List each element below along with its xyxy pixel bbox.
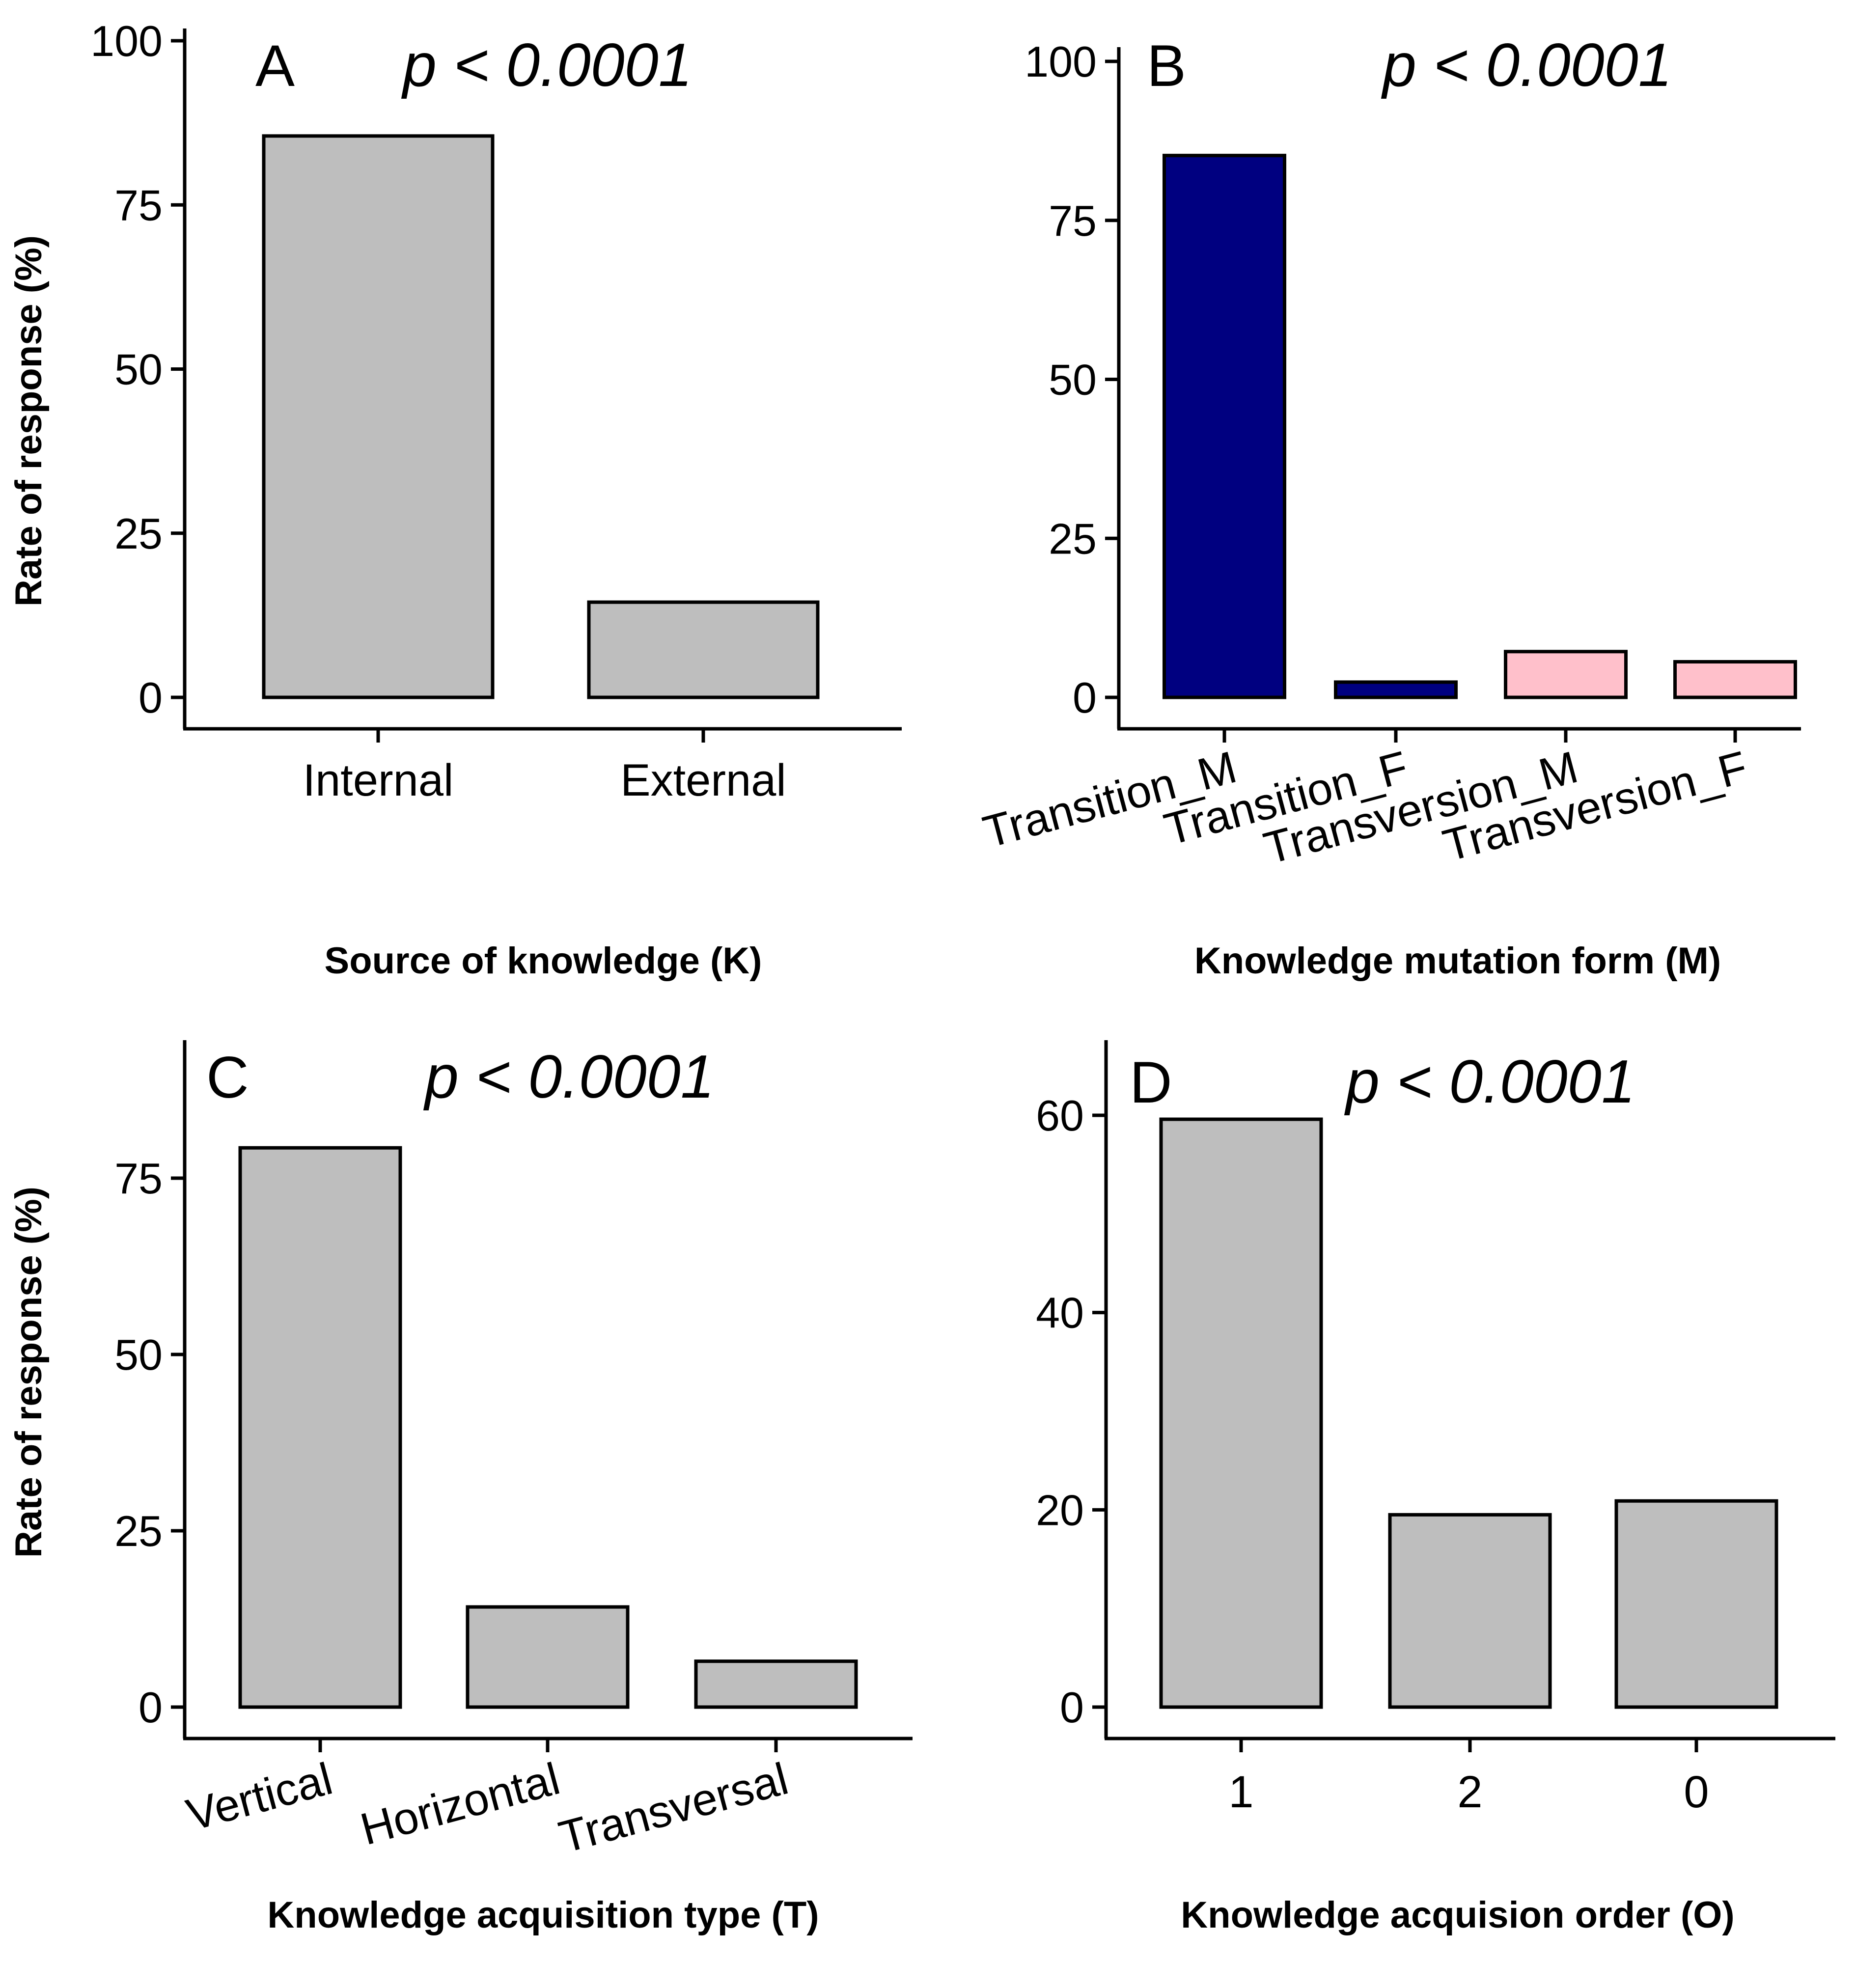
x-axis-title: Source of knowledge (K) [325, 940, 762, 982]
p-value-annotation: p < 0.0001 [1344, 1048, 1635, 1116]
bar-internal [262, 134, 495, 699]
x-tick-label: Internal [303, 755, 454, 805]
y-tick-label: 75 [1049, 196, 1097, 245]
bar-transversal [694, 1659, 858, 1709]
panel-letter: B [1147, 33, 1186, 99]
bar-external [587, 600, 820, 699]
bar-transversion-m [1504, 650, 1628, 699]
y-tick-label: 0 [139, 673, 163, 722]
bar-horizontal [466, 1605, 630, 1709]
x-tick-label: 2 [1457, 1767, 1482, 1817]
y-tick-label: 25 [114, 1507, 163, 1555]
x-tick-label: Vertical [181, 1754, 337, 1841]
x-tick-label: 1 [1228, 1767, 1253, 1817]
panel-a: 0 25 50 75 100 Internal External A p < 0.0001 Sou… [8, 17, 902, 982]
y-tick-label: 75 [114, 1154, 163, 1203]
y-tick-label: 50 [1049, 356, 1097, 404]
y-tick-label: 60 [1036, 1091, 1084, 1140]
y-tick-label: 25 [1049, 514, 1097, 563]
y-tick-label: 75 [114, 181, 163, 229]
y-axis-title: Rate of response (%) [8, 235, 50, 607]
y-tick-label: 0 [139, 1683, 163, 1732]
bar-transversion-f [1673, 660, 1797, 699]
y-tick-label: 50 [114, 345, 163, 394]
y-tick-label: 0 [1060, 1683, 1084, 1732]
y-tick-label: 40 [1036, 1289, 1084, 1337]
x-tick-label: Horizontal [356, 1754, 565, 1855]
panel-letter: A [255, 33, 295, 99]
x-axis-title: Knowledge acquision order (O) [1181, 1894, 1734, 1936]
p-value-annotation: p < 0.0001 [1381, 31, 1672, 99]
x-tick-label: 0 [1684, 1767, 1709, 1817]
panel-b: 0255075100Transition_MTransition_FTransv… [978, 31, 1801, 982]
panel-letter: D [1130, 1049, 1172, 1115]
bar-0 [1614, 1499, 1778, 1709]
y-tick-label: 100 [1025, 37, 1097, 86]
y-tick-label: 50 [114, 1330, 163, 1379]
x-axis-title: Knowledge mutation form (M) [1194, 940, 1721, 982]
x-axis-title: Knowledge acquisition type (T) [267, 1894, 819, 1936]
y-tick-label: 25 [114, 509, 163, 558]
p-value-annotation: p < 0.0001 [401, 31, 693, 99]
y-tick-label: 0 [1073, 673, 1097, 722]
p-value-annotation: p < 0.0001 [423, 1043, 715, 1111]
y-axis-title: Rate of response (%) [8, 1187, 50, 1558]
bar-2 [1388, 1513, 1552, 1709]
y-tick-label: 100 [90, 17, 163, 65]
y-tick-label: 20 [1036, 1486, 1084, 1534]
panel-letter: C [206, 1045, 249, 1110]
bar-vertical [238, 1146, 402, 1709]
bar-1 [1159, 1117, 1323, 1709]
x-tick-label: Transversal [554, 1754, 793, 1863]
bar-transition-f [1334, 680, 1458, 699]
x-tick-label: External [620, 755, 786, 805]
bar-transition-m [1163, 154, 1286, 699]
